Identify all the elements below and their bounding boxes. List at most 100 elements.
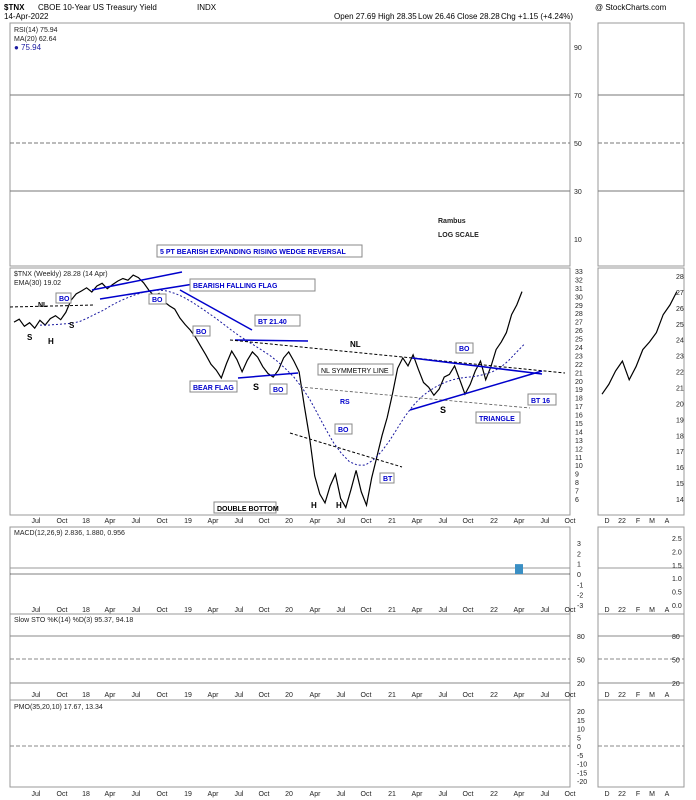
x-axis-label: Jul [132,791,141,798]
y-axis-tick: 30 [574,189,582,196]
inset-x-axis-label: D [604,607,609,614]
bo-box-2 [148,293,167,305]
inset-x-axis-label: 22 [618,692,626,699]
y-axis-tick: 50 [574,141,582,148]
x-axis-label: Jul [439,692,448,699]
x-axis-label: Apr [310,791,322,798]
inset-x-axis-label: 22 [618,791,626,798]
x-axis-label: Jul [337,607,346,614]
copyright: @ StockCharts.com [595,3,667,12]
pmo-legend: PMO(35,20,10) 17.67, 13.34 [14,704,103,711]
x-axis-label: Oct [157,791,168,798]
x-axis-label: Jul [541,692,550,699]
y-axis-tick: 23 [575,353,583,360]
x-axis-label: Jul [235,518,244,525]
x-axis-label: Oct [157,607,168,614]
y-axis-tick: 2 [577,551,581,558]
x-axis-label: Apr [412,607,424,614]
y-axis-tick: 3 [577,541,581,548]
inset-x-axis-label: F [636,518,640,525]
bo-label-4: BO [273,387,284,394]
y-axis-tick: -15 [577,770,587,777]
y-axis-tick: 26 [676,306,684,313]
y-axis-tick: 19 [676,417,684,424]
x-axis-label: 22 [490,518,498,525]
bear-flag-label: BEAR FLAG [193,385,234,392]
x-axis-label: Jul [32,518,41,525]
y-axis-tick: 0 [577,744,581,751]
trendline [411,357,543,375]
y-axis-tick: 14 [575,429,583,436]
x-axis-label: Apr [310,607,322,614]
x-axis-label: Oct [463,518,474,525]
x-axis-label: 20 [285,791,293,798]
y-axis-tick: 0 [577,572,581,579]
inset-x-axis-label: 22 [618,607,626,614]
trendline [409,370,543,411]
y-axis-tick: 7 [575,489,579,496]
y-axis-tick: 27 [575,320,583,327]
inset-x-axis-label: 22 [618,518,626,525]
wedge-box [156,244,363,258]
x-axis-label: Apr [514,791,526,798]
bt21-label: BT 21.40 [258,319,287,326]
bo-label-6: BO [459,346,470,353]
bo-box-5 [334,423,353,435]
bear-flag-box [189,380,238,393]
x-axis-label: Oct [57,518,68,525]
x-axis-label: Jul [32,692,41,699]
y-axis-tick: -3 [577,603,583,610]
y-axis-tick: 22 [676,370,684,377]
bt21-box [254,314,301,327]
x-axis-label: 18 [82,518,90,525]
y-axis-tick: 20 [676,401,684,408]
y-axis-tick: 24 [575,345,583,352]
rsi-note-1: Rambus [438,218,466,225]
y-axis-tick: 80 [672,634,680,641]
y-axis-tick: 15 [575,421,583,428]
y-axis-tick: 90 [574,45,582,52]
x-axis-label: 18 [82,607,90,614]
x-axis-label: Oct [463,607,474,614]
y-axis-tick: 9 [575,472,579,479]
trendline [9,304,96,308]
x-axis-label: Jul [439,607,448,614]
x-axis-label: Oct [463,791,474,798]
trendline [179,289,253,331]
x-axis-label: 22 [490,607,498,614]
y-axis-tick: 16 [676,465,684,472]
y-axis-tick: 15 [676,481,684,488]
x-axis-label: Apr [412,692,424,699]
nl-top-label: NL [350,340,361,349]
x-axis-label: Oct [361,607,372,614]
y-axis-tick: 23 [676,354,684,361]
x-axis-label: Oct [565,607,576,614]
x-axis-label: Oct [259,692,270,699]
x-axis-label: 20 [285,692,293,699]
bt-label: BT [383,476,393,483]
x-axis-label: Oct [361,692,372,699]
y-axis-tick: 31 [575,286,583,293]
y-axis-tick: -2 [577,593,583,600]
inset-x-axis-label: D [604,518,609,525]
y-axis-tick: 24 [676,338,684,345]
x-axis-label: Oct [565,518,576,525]
inset-x-axis-label: M [649,791,655,798]
x-axis-label: Jul [235,607,244,614]
x-axis-label: Jul [132,692,141,699]
double-bottom-label: DOUBLE BOTTOM [217,506,279,513]
y-axis-tick: 1.5 [672,563,682,570]
y-axis-tick: 10 [577,727,585,734]
y-axis-tick: 20 [575,379,583,386]
x-axis-label: Apr [310,692,322,699]
inset-x-axis-label: A [665,692,670,699]
trendline [91,271,183,291]
y-axis-tick: 18 [575,396,583,403]
symbol-exchange: INDX [197,3,217,12]
x-axis-label: Jul [541,518,550,525]
bo-box-1 [55,292,72,304]
trendline [289,432,403,468]
nl-left-label: NL [38,302,48,309]
y-axis-tick: 70 [574,93,582,100]
y-axis-tick: -10 [577,762,587,769]
